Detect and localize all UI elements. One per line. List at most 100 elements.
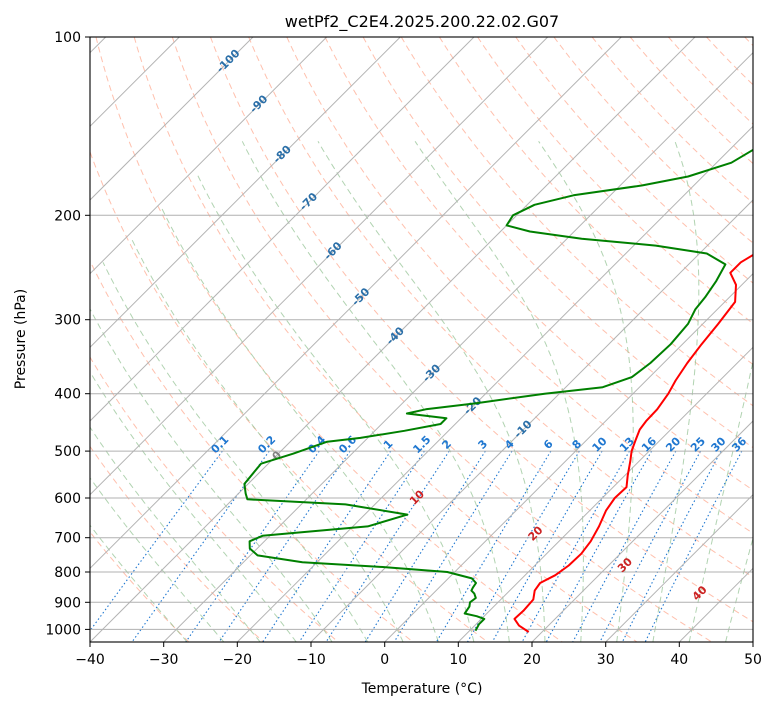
dry-adiabat [90,150,488,642]
y-tick-label: 800 [54,565,81,581]
isotherm [90,37,696,642]
isotherm [457,346,753,642]
y-axis-ticks: 100 200 300 400 500 600 700 800 900 1000 [45,30,90,638]
dry-adiabat [133,37,638,642]
pressure-gridlines [90,37,753,630]
moist-adiabat [131,239,404,642]
isotherm [678,567,753,642]
mixing-ratio-line [572,450,677,642]
dry-adiabat [95,37,563,642]
plot-frame [89,36,754,643]
isotherm [90,37,328,275]
mixing-ratio-line [435,450,552,642]
y-tick-label: 500 [54,444,81,460]
temperature-profile [513,253,753,633]
dewpoint-profile [243,148,753,632]
isotherm [90,37,254,201]
mixing-ratio-line [364,450,486,642]
mixing-ratio-label: 6 [541,437,556,452]
dry-adiabat [171,37,712,642]
mixing-ratio-line [599,450,701,642]
x-tick-label: −30 [149,652,179,668]
moist-adiabat [90,426,261,642]
moist-adiabat [688,358,753,642]
x-axis-title: Temperature (°C) [361,681,483,697]
x-tick-label: −40 [75,652,105,668]
x-tick-label: −20 [223,652,253,668]
moist-adiabat [90,476,225,642]
isotherm [531,420,753,642]
mixing-ratio-label: 1.5 [410,433,433,456]
dry-adiabat [668,37,753,125]
mixing-ratio-line [262,450,392,642]
chart-title: wetPf2_C2E4.2025.200.22.02.G07 [285,12,559,32]
y-axis-title: Pressure (hPa) [13,289,29,389]
mixing-ratio-label: 0.1 [208,433,231,456]
mixing-ratio-label: 4 [502,437,517,452]
isotherm [384,272,753,642]
dry-adiabat [324,37,753,491]
moist-adiabat [90,308,333,642]
mixing-ratio-line [491,450,603,642]
mixing-ratio-line [298,450,425,642]
y-tick-label: 400 [54,387,81,403]
moist-adiabat [90,370,297,642]
mixing-ratio-line [467,450,580,642]
y-tick-label: 1000 [45,622,81,638]
y-tick-label: 600 [54,491,81,507]
isotherm [605,493,753,642]
moist-adiabat-label: 20 [526,523,546,543]
mixing-ratio-line [621,450,722,642]
x-tick-label: 40 [670,652,688,668]
x-axis-ticks: −40 −30 −20 −10 0 10 20 30 40 50 [75,642,762,668]
mixing-ratio-line [393,450,513,642]
dry-adiabat [210,37,753,623]
y-tick-label: 700 [54,531,81,547]
dry-adiabat [591,37,753,204]
x-tick-label: 30 [597,652,615,668]
moist-adiabat [90,524,188,642]
moist-adiabat [196,173,475,642]
dry-adiabat [286,37,753,534]
moist-adiabat [725,536,753,642]
x-tick-label: 0 [380,652,389,668]
y-tick-label: 100 [54,30,81,46]
dry-adiabat [400,37,753,407]
mixing-ratio-label: 3 [476,437,491,452]
dry-adiabat [248,37,753,578]
isotherm [752,641,753,642]
moist-adiabat [317,141,546,642]
mixing-ratio-line [131,450,270,642]
y-tick-label: 300 [54,313,81,329]
mixing-ratio-line [185,450,320,642]
moist-adiabat-label: 10 [407,487,427,507]
dry-adiabat [706,37,753,86]
isotherm [90,37,475,422]
mixing-ratio-line [545,450,653,642]
dry-adiabat [90,356,339,642]
dry-adiabat [553,37,753,244]
mixing-ratio-label: 2 [439,437,454,452]
y-tick-label: 900 [54,595,81,611]
y-tick-label: 200 [54,208,81,224]
mixing-ratio-label: 8 [570,437,585,452]
x-tick-label: 10 [449,652,467,668]
isotherm [90,37,549,496]
mixing-ratio-label: 0.6 [336,433,359,456]
mixing-ratio-line [521,450,630,642]
mixing-ratio-line [218,450,351,642]
moist-adiabat-label: 40 [690,583,710,603]
isotherm [90,37,401,349]
x-tick-label: 50 [744,652,762,668]
isotherms [90,37,753,642]
profile-series [243,148,753,633]
isotherm [163,51,753,642]
moist-adiabat [161,208,439,642]
dry-adiabat [90,445,264,642]
mixing-ratio-lines [90,450,743,642]
mixing-ratio-line [325,450,450,642]
isotherm [90,37,622,570]
plot-area: 0.1 0.2 0.4 0.6 1 1.5 2 3 4 6 8 10 13 16 20 25 30 36-100-… [90,37,753,642]
dry-adiabat [90,259,414,642]
